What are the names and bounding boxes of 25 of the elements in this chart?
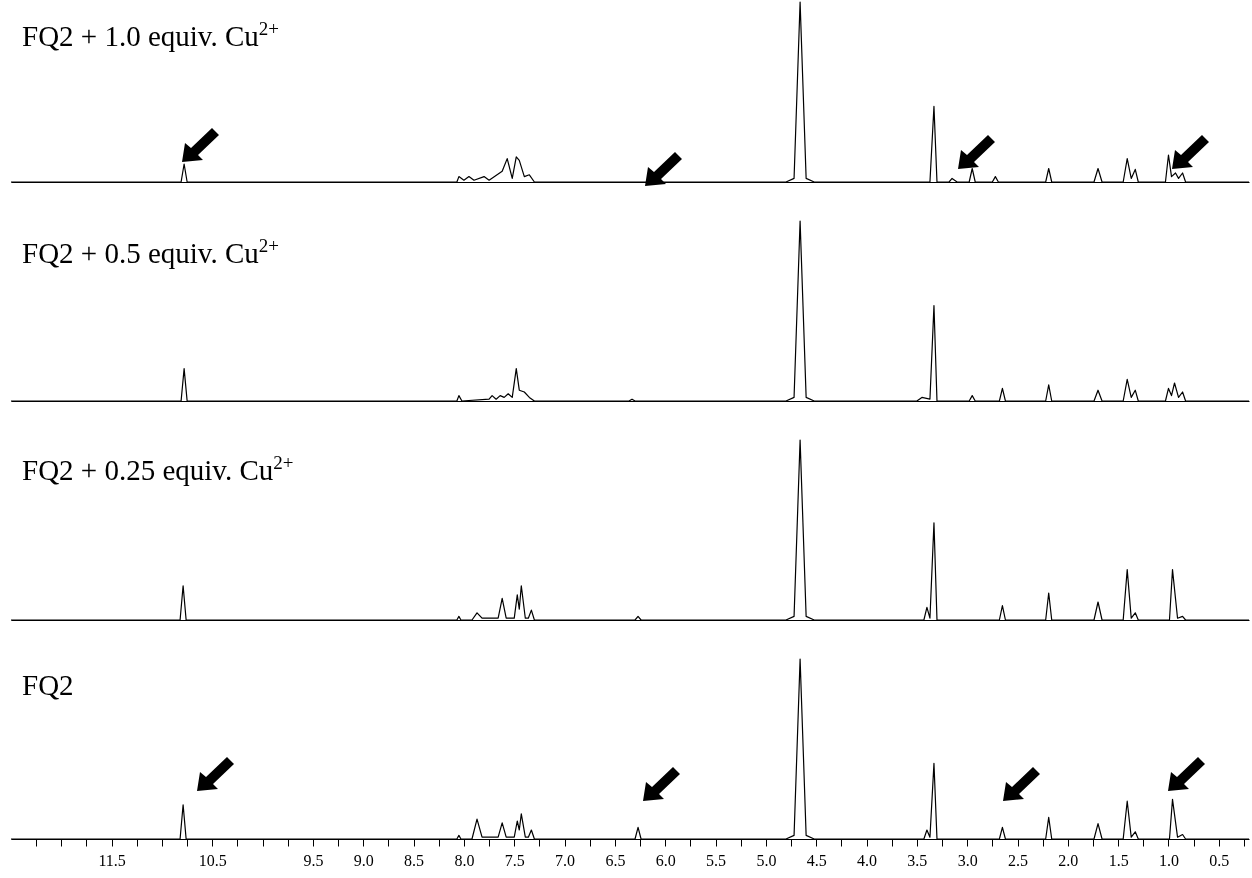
x-tick-label: 2.5 (1008, 851, 1028, 869)
x-tick-label: 1.5 (1108, 851, 1129, 869)
x-tick-label: 7.0 (555, 851, 576, 869)
x-tick-label: 10.5 (198, 851, 227, 869)
x-tick-label: 9.0 (353, 851, 374, 869)
x-tick-label: 5.5 (706, 851, 727, 869)
x-tick-label: 8.0 (454, 851, 475, 869)
x-tick-label: 9.5 (303, 851, 324, 869)
x-tick-label: 1.0 (1158, 851, 1179, 869)
x-tick-label: 6.5 (605, 851, 626, 869)
x-tick-label: 4.0 (857, 851, 878, 869)
text: FQ2 + 0.5 equiv. Cu$^{2+}$ (22, 235, 280, 270)
x-tick-label: 6.0 (655, 851, 676, 869)
x-tick-label: 11.5 (98, 851, 126, 869)
x-tick-label: 8.5 (404, 851, 425, 869)
x-tick-label: 2.0 (1058, 851, 1079, 869)
x-tick-label: 3.0 (957, 851, 978, 869)
x-tick-label: 0.5 (1209, 851, 1230, 869)
chart-title: FQ2 (22, 669, 74, 702)
x-tick-label: 3.5 (907, 851, 928, 869)
x-tick-label: 4.5 (806, 851, 827, 869)
text: FQ2 + 1.0 equiv. Cu$^{2+}$ (22, 18, 280, 53)
chart-title: FQ2 + 0.25 equiv. Cu$^{2+}$ (22, 452, 294, 487)
x-tick-label: 7.5 (504, 851, 525, 869)
x-tick-label: 5.0 (756, 851, 777, 869)
